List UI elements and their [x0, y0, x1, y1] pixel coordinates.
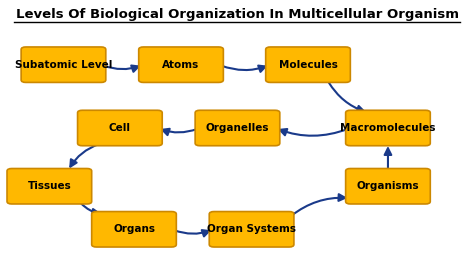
Text: Macromolecules: Macromolecules	[340, 123, 436, 133]
Text: Molecules: Molecules	[279, 60, 337, 70]
Text: Organs: Organs	[113, 224, 155, 234]
FancyBboxPatch shape	[209, 211, 294, 247]
FancyBboxPatch shape	[7, 168, 91, 204]
FancyBboxPatch shape	[346, 168, 430, 204]
Text: Tissues: Tissues	[27, 181, 71, 191]
Text: Levels Of Biological Organization In Multicellular Organism: Levels Of Biological Organization In Mul…	[16, 8, 458, 21]
FancyBboxPatch shape	[21, 47, 106, 82]
FancyBboxPatch shape	[346, 110, 430, 146]
Text: Organ Systems: Organ Systems	[207, 224, 296, 234]
Text: Atoms: Atoms	[163, 60, 200, 70]
Text: Organisms: Organisms	[356, 181, 419, 191]
FancyBboxPatch shape	[78, 110, 162, 146]
Text: Organelles: Organelles	[206, 123, 269, 133]
FancyBboxPatch shape	[139, 47, 223, 82]
Text: Subatomic Level: Subatomic Level	[15, 60, 112, 70]
FancyBboxPatch shape	[266, 47, 350, 82]
Text: Cell: Cell	[109, 123, 131, 133]
FancyBboxPatch shape	[91, 211, 176, 247]
FancyBboxPatch shape	[195, 110, 280, 146]
